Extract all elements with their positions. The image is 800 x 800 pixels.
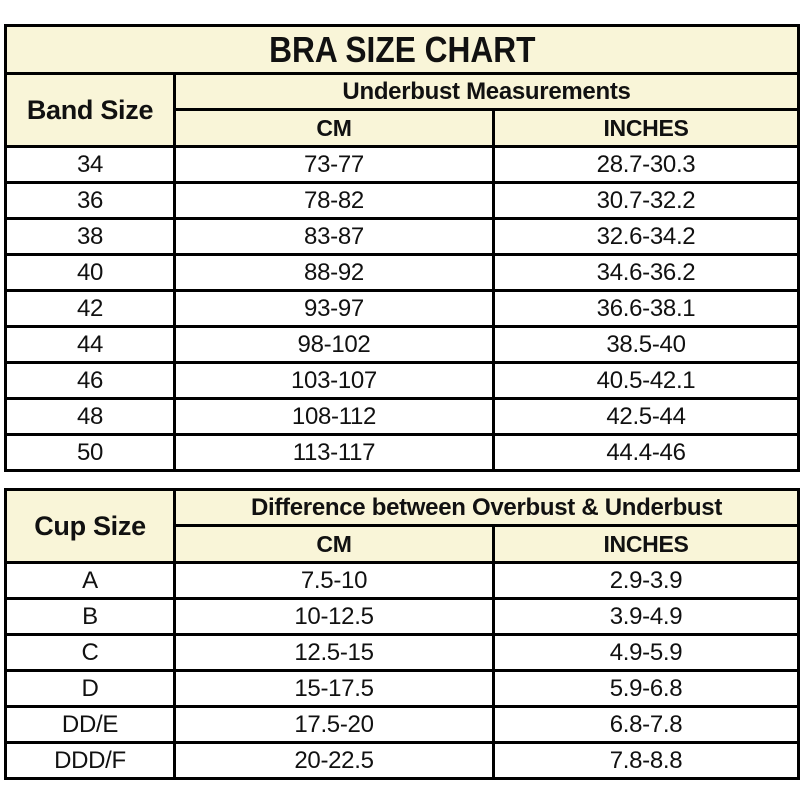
cm-value-cell: 103-107 [173,361,495,400]
cm-value-cell: 88-92 [173,253,495,292]
inches-value-cell: 5.9-6.8 [491,669,800,708]
table-row: 34 73-77 28.7-30.3 [4,145,800,184]
table-row: 40 88-92 34.6-36.2 [4,253,800,292]
table-row: DDD/F 20-22.5 7.8-8.8 [4,741,800,780]
row-label-cell: 42 [4,289,176,328]
inches-value-cell: 32.6-34.2 [492,217,800,256]
row-label-cell: 46 [4,361,176,400]
column-header-cm: CM [173,108,495,148]
cm-value-cell: 73-77 [173,145,495,184]
group-header-row: Band Size Underbust Measurements [4,72,800,148]
inches-value-cell: 6.8-7.8 [491,705,800,744]
table-row: 44 98-102 38.5-40 [4,325,800,364]
table-row: B 10-12.5 3.9-4.9 [4,597,800,636]
inches-value-cell: 34.6-36.2 [492,253,800,292]
cm-value-cell: 7.5-10 [173,561,495,600]
cm-value-cell: 20-22.5 [173,741,495,780]
inches-value-cell: 36.6-38.1 [492,289,800,328]
row-label-cell: 48 [4,397,176,436]
inches-value-cell: 3.9-4.9 [491,597,800,636]
cup-size-table: Cup Size Difference between Overbust & U… [4,488,800,780]
chart-title-row: BRA SIZE CHART [4,24,800,75]
chart-title-text: BRA SIZE CHART [268,28,536,70]
inches-value-cell: 4.9-5.9 [491,633,800,672]
row-label-cell: A [4,561,176,600]
inches-value-cell: 42.5-44 [492,397,800,436]
row-label-cell: 36 [4,181,176,220]
band-size-corner-header: Band Size [4,72,176,148]
cm-value-cell: 108-112 [173,397,495,436]
column-header-inches: INCHES [491,524,800,564]
table-row: DD/E 17.5-20 6.8-7.8 [4,705,800,744]
table-row: A 7.5-10 2.9-3.9 [4,561,800,600]
table-row: 48 108-112 42.5-44 [4,397,800,436]
table-row: D 15-17.5 5.9-6.8 [4,669,800,708]
column-header-cm: CM [173,524,495,564]
page: BRA SIZE CHART Band Size Underbust Measu… [4,24,800,780]
row-label-cell: 50 [4,433,176,472]
column-header-row: CM INCHES [6,524,800,564]
row-label-cell: D [4,669,176,708]
inches-value-cell: 38.5-40 [492,325,800,364]
inches-value-cell: 2.9-3.9 [491,561,800,600]
inches-value-cell: 28.7-30.3 [492,145,800,184]
band-size-table-body: 34 73-77 28.7-30.3 36 78-82 30.7-32.2 38 83-87 3… [4,145,800,472]
cm-value-cell: 93-97 [173,289,495,328]
row-label-cell: DDD/F [4,741,176,780]
table-row: 50 113-117 44.4-46 [4,433,800,472]
row-label-cell: C [4,633,176,672]
inches-value-cell: 40.5-42.1 [492,361,800,400]
table-row: 36 78-82 30.7-32.2 [4,181,800,220]
cup-size-corner-header: Cup Size [4,488,176,564]
column-header-row: CM INCHES [6,108,800,148]
cm-value-cell: 15-17.5 [173,669,495,708]
band-size-table: BRA SIZE CHART Band Size Underbust Measu… [4,24,800,472]
inches-value-cell: 7.8-8.8 [491,741,800,780]
column-header-inches: INCHES [492,108,800,148]
row-label-cell: 34 [4,145,176,184]
cm-value-cell: 17.5-20 [173,705,495,744]
table-row: 46 103-107 40.5-42.1 [4,361,800,400]
cm-value-cell: 98-102 [173,325,495,364]
chart-title: BRA SIZE CHART [4,24,800,75]
cup-size-table-body: A 7.5-10 2.9-3.9 B 10-12.5 3.9-4.9 C 12.5-15 4.9… [4,561,800,780]
cm-value-cell: 10-12.5 [173,597,495,636]
row-label-cell: DD/E [4,705,176,744]
cm-value-cell: 83-87 [173,217,495,256]
table-gap [4,472,797,488]
cm-value-cell: 78-82 [173,181,495,220]
row-label-cell: B [4,597,176,636]
cm-value-cell: 12.5-15 [173,633,495,672]
row-label-cell: 38 [4,217,176,256]
cm-value-cell: 113-117 [173,433,495,472]
group-header-row: Cup Size Difference between Overbust & U… [4,488,800,564]
difference-group-header: Difference between Overbust & Underbust [172,488,800,527]
table-row: 42 93-97 36.6-38.1 [4,289,800,328]
inches-value-cell: 44.4-46 [492,433,800,472]
underbust-group-header: Underbust Measurements [173,72,800,111]
table-row: 38 83-87 32.6-34.2 [4,217,800,256]
row-label-cell: 40 [4,253,176,292]
row-label-cell: 44 [4,325,176,364]
table-row: C 12.5-15 4.9-5.9 [4,633,800,672]
inches-value-cell: 30.7-32.2 [492,181,800,220]
